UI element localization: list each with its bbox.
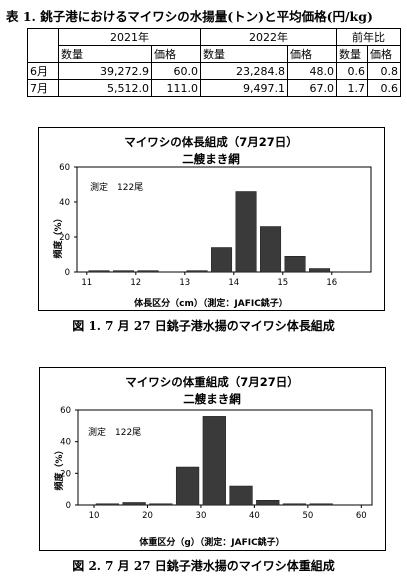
table-cell: 111.0 <box>151 79 201 97</box>
x-tick-label: 10 <box>89 511 100 521</box>
figure-1-caption: 図 1. 7 月 27 日銚子港水揚のマイワシ体長組成 <box>72 319 335 333</box>
figure-2-caption: 図 2. 7 月 27 日銚子港水揚のマイワシ体重組成 <box>72 559 335 573</box>
x-tick-label: 15 <box>277 278 288 288</box>
chart-annotation: 測定 122尾 <box>88 426 141 438</box>
x-axis-label: 体長区分（cm）（測定：JAFIC銚子） <box>134 297 288 309</box>
table-cell: 67.0 <box>287 79 337 97</box>
x-tick-label: 20 <box>142 511 153 521</box>
table-cell: 60.0 <box>151 62 201 80</box>
table-cell: 48.0 <box>287 62 337 80</box>
x-tick-label: 50 <box>302 511 313 521</box>
table-cell: 0.6 <box>336 62 368 80</box>
landings-table: 2021年 2022年 前年比 数量 価格 数量 価格 数量 価格 6月 39,… <box>27 28 401 97</box>
plot-area: 0 20 40 60 11 12 13 14 15 16 <box>59 163 372 288</box>
y-axis-label: 頻度（%） <box>53 445 65 490</box>
table-header-row-cols: 数量 価格 数量 価格 数量 価格 <box>27 45 401 63</box>
table-cell: 1.7 <box>336 79 368 97</box>
table-cell: 0.8 <box>367 62 401 80</box>
histogram-bar <box>309 503 333 506</box>
x-tick-label: 14 <box>228 278 239 288</box>
plot-area: 0 20 40 60 10 20 30 40 50 60 <box>60 406 373 521</box>
table-col-header: 数量 <box>200 45 288 63</box>
table-col-header: 価格 <box>367 45 401 63</box>
y-tick-label: 60 <box>60 406 71 416</box>
table-row: 7月 5,512.0 111.0 9,497.1 67.0 1.7 0.6 <box>27 79 401 97</box>
weight-chart-panel: マイワシの体重組成（7月27日） 二艘まき網 測定 122尾 頻度（%） 体重区… <box>39 367 386 551</box>
chart-annotation: 測定 122尾 <box>90 181 143 193</box>
x-tick-label: 30 <box>196 511 207 521</box>
x-tick-label: 12 <box>130 278 141 288</box>
x-tick-label: 40 <box>249 511 260 521</box>
y-tick-label: 40 <box>60 438 71 448</box>
weight-chart: マイワシの体重組成（7月27日） 二艘まき網 測定 122尾 頻度（%） 体重区… <box>53 375 373 548</box>
y-tick-label: 20 <box>60 469 71 479</box>
table-corner-cell-2 <box>27 45 59 63</box>
histogram-bar <box>260 226 282 273</box>
histogram-bar <box>149 503 173 506</box>
y-tick-label: 20 <box>59 233 70 243</box>
x-axis-label: 体重区分（g）（測定：JAFIC銚子） <box>139 536 284 548</box>
table-row: 6月 39,272.9 60.0 23,284.8 48.0 0.6 0.8 <box>27 62 401 80</box>
histogram-bar <box>202 416 226 506</box>
y-tick-label: 40 <box>59 198 70 208</box>
table-col-header: 価格 <box>287 45 337 63</box>
histogram-bar <box>235 191 257 273</box>
y-axis-label: 頻度（%） <box>52 213 64 258</box>
length-chart-panel: マイワシの体長組成（7月27日） 二艘まき網 測定 122尾 頻度（%） 体長区… <box>38 127 385 311</box>
x-tick-label: 11 <box>81 278 92 288</box>
chart-subtitle: 二艘まき網 <box>182 152 240 166</box>
length-chart: マイワシの体長組成（7月27日） 二艘まき網 測定 122尾 頻度（%） 体長区… <box>52 135 372 309</box>
histogram-bar <box>309 268 331 273</box>
histogram-bar <box>88 270 110 273</box>
table-cell: 39,272.9 <box>58 62 152 80</box>
table-title: 表 1. 銚子港におけるマイワシの水揚量(トン)と平均価格(円/kg) <box>6 9 373 24</box>
histogram-bar <box>211 247 233 273</box>
histogram-bar <box>175 466 200 506</box>
table-header-row-years: 2021年 2022年 前年比 <box>27 28 401 46</box>
y-tick-label: 0 <box>65 268 70 278</box>
histogram-bar <box>186 270 208 273</box>
table-cell: 0.6 <box>367 79 401 97</box>
table-cell: 23,284.8 <box>200 62 288 80</box>
histogram-bar <box>284 256 306 273</box>
table-col-header: 数量 <box>58 45 152 63</box>
x-tick-label: 60 <box>356 511 367 521</box>
histogram-bar <box>122 502 146 506</box>
x-tick-label: 13 <box>179 278 190 288</box>
table-row-month: 7月 <box>27 79 59 97</box>
table-col-header: 数量 <box>336 45 368 63</box>
y-tick-label: 60 <box>59 163 70 173</box>
table-col-header: 価格 <box>151 45 201 63</box>
table-cell: 9,497.1 <box>200 79 288 97</box>
table-header-2022: 2022年 <box>200 28 337 46</box>
histogram-bar <box>256 500 280 506</box>
histogram-bar <box>113 270 135 273</box>
table-row-month: 6月 <box>27 62 59 80</box>
histogram-bar <box>282 503 307 506</box>
table-corner-cell <box>27 28 59 46</box>
histogram-bar <box>229 485 253 506</box>
histogram-bar <box>137 270 159 273</box>
histogram-bar <box>95 503 120 506</box>
chart-title: マイワシの体重組成（7月27日） <box>125 375 299 389</box>
x-tick-label: 16 <box>326 278 337 288</box>
table-header-2021: 2021年 <box>58 28 201 46</box>
table-cell: 5,512.0 <box>58 79 152 97</box>
chart-subtitle: 二艘まき網 <box>183 392 241 406</box>
y-tick-label: 0 <box>66 501 71 511</box>
table-header-ratio: 前年比 <box>336 28 401 46</box>
chart-title: マイワシの体長組成（7月27日） <box>124 135 298 149</box>
